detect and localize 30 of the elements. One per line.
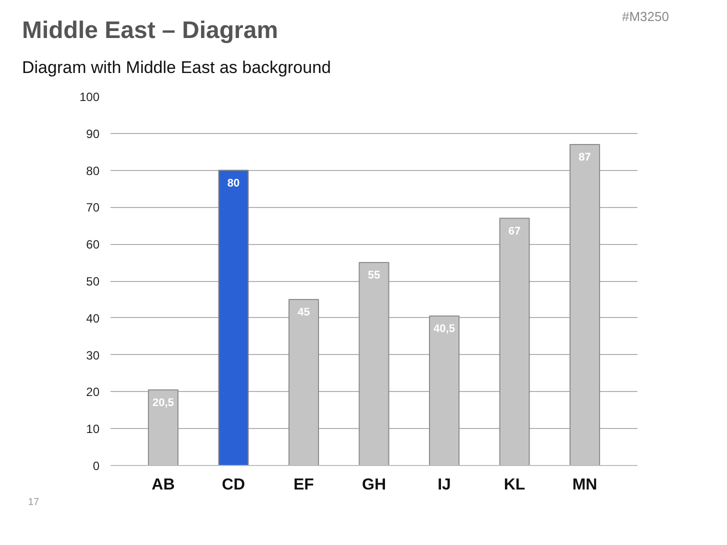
y-tick-label: 50 <box>86 274 100 288</box>
y-tick-label: 40 <box>86 311 100 326</box>
x-tick-label: GH <box>362 476 386 494</box>
data-label: 80 <box>227 177 240 190</box>
y-tick-label: 0 <box>92 459 100 473</box>
y-tick-label: 20 <box>86 385 100 400</box>
x-tick-label: EF <box>294 476 314 494</box>
data-label: 45 <box>298 306 310 318</box>
x-tick-label: IJ <box>438 476 451 494</box>
y-tick-label: 70 <box>86 200 100 215</box>
chart-subtitle: Diagram with Middle East as background <box>22 57 331 79</box>
y-tick-label: 100 <box>79 90 100 104</box>
bar <box>218 170 249 466</box>
x-tick-label: AB <box>152 476 175 494</box>
y-tick-label: 60 <box>86 238 100 252</box>
text: 17 <box>28 496 40 510</box>
x-tick-label: KL <box>504 476 526 494</box>
data-label: 40,5 <box>434 323 455 336</box>
data-label: 87 <box>578 151 591 164</box>
y-tick-label: 30 <box>86 348 100 362</box>
chart-title: Middle East – Diagram <box>22 16 278 46</box>
data-label: 20,5 <box>152 396 174 409</box>
x-tick-label: MN <box>572 476 598 494</box>
data-label: 55 <box>368 270 380 282</box>
x-tick-label: CD <box>222 476 246 494</box>
text: #M3250 <box>622 8 669 26</box>
data-label: 67 <box>508 225 521 238</box>
y-tick-label: 90 <box>86 126 100 141</box>
y-tick-label: 80 <box>86 164 100 178</box>
y-tick-label: 10 <box>86 422 100 436</box>
